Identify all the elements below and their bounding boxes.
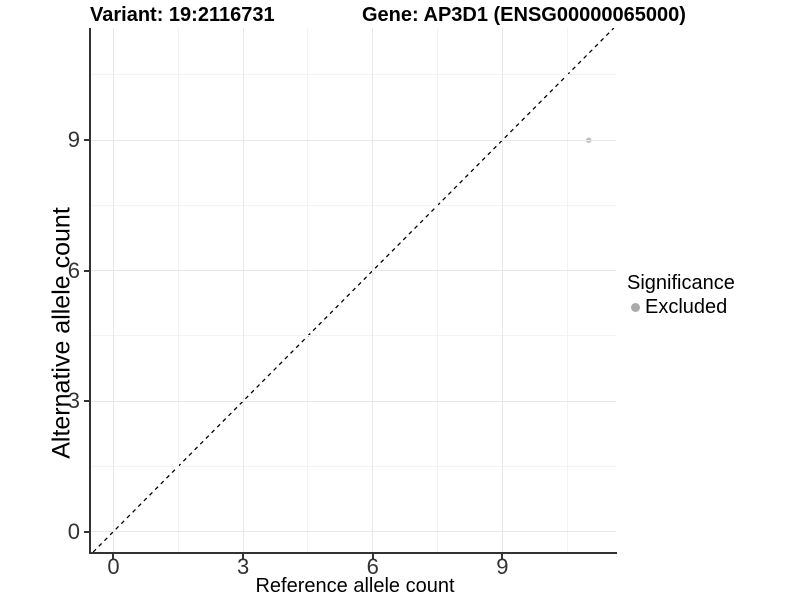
x-tick-mark — [242, 554, 245, 559]
x-tick-mark — [112, 554, 115, 559]
y-tick-mark — [84, 530, 89, 533]
x-tick-mark — [371, 554, 374, 559]
x-tick-label: 9 — [496, 554, 509, 579]
x-gridline-minor — [437, 28, 439, 552]
identity-dashed-line — [92, 28, 615, 552]
x-gridline-major — [501, 28, 503, 552]
y-tick-label: 9 — [67, 127, 80, 153]
y-gridline-major — [91, 270, 616, 272]
y-axis-title: Alternative allele count — [47, 207, 76, 459]
y-gridline-minor — [91, 465, 616, 467]
legend-item-excluded: Excluded — [627, 295, 735, 319]
x-gridline-major — [372, 28, 374, 552]
legend-title: Significance — [627, 272, 735, 294]
x-gridline-major — [242, 28, 244, 552]
x-gridline-minor — [307, 28, 309, 552]
plot-panel — [91, 28, 616, 552]
y-gridline-minor — [91, 204, 616, 206]
x-tick-mark — [501, 554, 504, 559]
y-tick-mark — [84, 139, 89, 142]
y-tick-label: 0 — [67, 518, 80, 544]
x-axis-line — [89, 552, 617, 554]
x-tick-label: 6 — [366, 554, 379, 579]
y-tick-label: 6 — [67, 257, 80, 283]
y-gridline-minor — [91, 335, 616, 337]
y-gridline-major — [91, 400, 616, 402]
y-tick-mark — [84, 269, 89, 272]
excluded-point-icon — [631, 302, 640, 312]
x-tick-label: 0 — [107, 554, 120, 579]
y-tick-label: 3 — [67, 388, 80, 414]
x-tick-label: 3 — [236, 554, 250, 579]
plot-title-variant: Variant: 19:2116731 — [90, 4, 275, 26]
plot-title-gene: Gene: AP3D1 (ENSG00000065000) — [362, 4, 686, 26]
x-gridline-major — [112, 28, 114, 552]
y-gridline-minor — [91, 74, 616, 76]
y-gridline-major — [91, 531, 616, 533]
legend: Significance Excluded — [627, 271, 735, 319]
y-tick-mark — [84, 400, 89, 403]
x-axis-title: Reference allele count — [255, 575, 455, 597]
plot-canvas — [92, 28, 615, 552]
y-axis-line — [89, 28, 91, 554]
x-gridline-minor — [177, 28, 179, 552]
legend-item-label: Excluded — [645, 296, 728, 318]
y-gridline-major — [91, 139, 616, 141]
x-gridline-minor — [566, 28, 568, 552]
